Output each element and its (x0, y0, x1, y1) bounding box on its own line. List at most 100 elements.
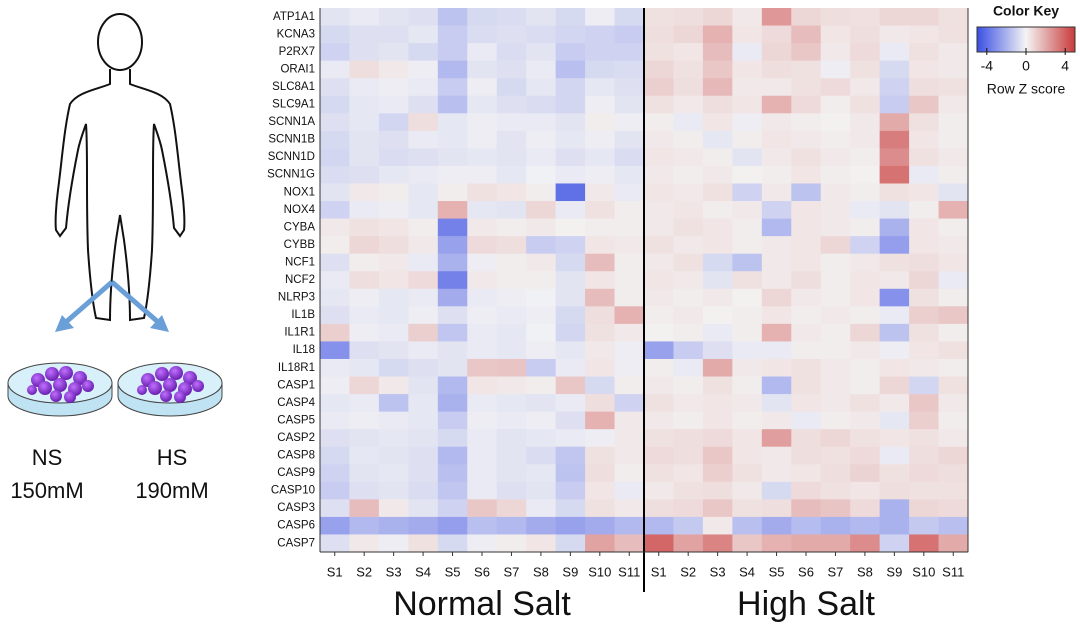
heatmap-cell (555, 130, 586, 149)
heatmap-cell (585, 411, 616, 430)
heatmap-cell (850, 148, 881, 167)
heatmap-cell (437, 78, 468, 97)
heatmap-cell (644, 8, 674, 27)
heatmap-cell (320, 464, 350, 483)
heatmap-cell (467, 113, 498, 132)
heatmap-cell (408, 60, 439, 79)
heatmap-cell (879, 288, 910, 307)
heatmap-cell (349, 183, 380, 202)
heatmap-cell (938, 148, 969, 167)
heatmap-cell (702, 253, 733, 272)
heatmap-cell (850, 306, 881, 325)
heatmap-cell (791, 236, 822, 255)
heatmap-cell (408, 516, 439, 535)
heatmap-cell (820, 183, 851, 202)
row-label: CASP8 (277, 450, 315, 462)
heatmap-cell (320, 429, 350, 448)
heatmap-cell (320, 323, 350, 342)
heatmap-cell (820, 8, 851, 27)
heatmap-cell (673, 165, 704, 184)
heatmap-cell (614, 25, 645, 44)
heatmap-cell (820, 60, 851, 79)
heatmap-cell (702, 78, 733, 97)
heatmap-cell (349, 481, 380, 500)
heatmap-cell (732, 95, 763, 114)
heatmap-cell (378, 165, 409, 184)
heatmap-cell (467, 236, 498, 255)
heatmap-cell (761, 341, 792, 360)
heatmap-cell (526, 464, 557, 483)
heatmap-cell (850, 394, 881, 413)
heatmap-cell (673, 113, 704, 132)
heatmap-cell (585, 236, 616, 255)
heatmap-cell (850, 376, 881, 395)
heatmap-cell (320, 358, 350, 378)
heatmap-cell (349, 253, 380, 272)
heatmap-cell (879, 183, 910, 202)
heatmap-cell (467, 148, 498, 167)
heatmap-cell (938, 43, 969, 62)
heatmap-cell (437, 516, 468, 535)
heatmap-cell (585, 358, 616, 378)
heatmap-cell (526, 358, 557, 378)
row-label: CASP9 (277, 467, 315, 479)
heatmap-cell (673, 446, 704, 465)
heatmap-cell (585, 130, 616, 149)
heatmap-cell (879, 148, 910, 167)
heatmap-cell (526, 394, 557, 413)
heatmap-cell (820, 218, 851, 237)
heatmap-cell (378, 113, 409, 132)
heatmap-cell (614, 43, 645, 62)
heatmap-cell (850, 323, 881, 342)
heatmap-cell (614, 446, 645, 465)
heatmap-cell (879, 429, 910, 448)
heatmap-cell (938, 341, 969, 360)
heatmap-cell (408, 43, 439, 62)
heatmap-cell (879, 113, 910, 132)
heatmap-cell (879, 253, 910, 272)
heatmap-cell (938, 446, 969, 465)
heatmap-cell (820, 271, 851, 290)
heatmap-cell (938, 201, 969, 220)
heatmap-cell (320, 236, 350, 255)
colorbar-label: Row Z score (987, 81, 1066, 97)
heatmap-cell (320, 253, 350, 272)
heatmap-cell (879, 464, 910, 483)
heatmap-cell (555, 464, 586, 483)
heatmap-cell (850, 95, 881, 114)
heatmap-cell (496, 358, 527, 378)
heatmap-cell (378, 323, 409, 342)
heatmap-cell (938, 481, 969, 500)
row-label: P2RX7 (279, 46, 315, 58)
heatmap-cell (526, 60, 557, 79)
heatmap-cell (702, 394, 733, 413)
heatmap-cell (378, 376, 409, 395)
heatmap-cell (761, 165, 792, 184)
heatmap-cell (644, 358, 674, 378)
heatmap-cell (702, 288, 733, 307)
heatmap-cell (614, 323, 645, 342)
heatmap-cell (496, 8, 527, 27)
heatmap-cell (378, 358, 409, 378)
heatmap-cell (820, 288, 851, 307)
heatmap-cell (673, 534, 704, 553)
heatmap-cell (585, 8, 616, 27)
heatmap-cell (732, 464, 763, 483)
row-label: SCNN1A (268, 116, 315, 128)
heatmap-cell (673, 43, 704, 62)
column-label: S4 (739, 564, 755, 579)
heatmap-cell (761, 358, 792, 378)
heatmap-cell (320, 394, 350, 413)
heatmap-cell (320, 376, 350, 395)
heatmap-cell (761, 534, 792, 553)
heatmap-cell (496, 306, 527, 325)
column-label: S8 (857, 564, 873, 579)
heatmap-cell (909, 394, 940, 413)
heatmap-cell (526, 288, 557, 307)
column-label: S9 (562, 564, 578, 579)
heatmap-cell (378, 43, 409, 62)
heatmap-cell (555, 95, 586, 114)
heatmap-cell (614, 464, 645, 483)
heatmap-cell (644, 376, 674, 395)
heatmap-cell (644, 499, 674, 518)
